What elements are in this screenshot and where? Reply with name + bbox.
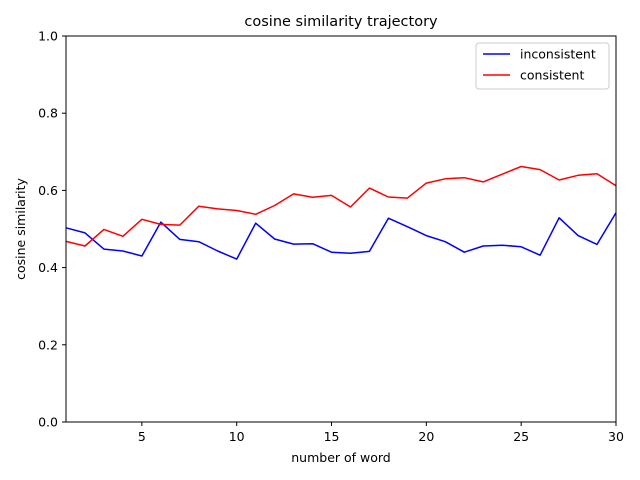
legend-label-inconsistent: inconsistent (520, 47, 596, 62)
legend: inconsistent consistent (475, 42, 610, 90)
x-tick-label: 30 (608, 429, 624, 444)
x-tick-label: 25 (513, 429, 529, 444)
x-tick-label: 15 (324, 429, 340, 444)
y-tick-label: 0.0 (38, 415, 58, 430)
series-line-consistent (65, 165, 617, 247)
y-tick-label: 0.2 (38, 337, 58, 352)
legend-label-consistent: consistent (520, 68, 584, 83)
y-axis-title: cosine similarity (13, 178, 28, 280)
x-axis-title: number of word (291, 450, 391, 465)
y-tick-label: 0.8 (38, 106, 58, 121)
x-tick-label: 20 (418, 429, 434, 444)
plot-frame (65, 35, 617, 423)
axis-ticks: 5 10 15 20 25 30 0.0 0.2 0.4 0.6 0.8 1.0 (38, 29, 624, 445)
series-lines (65, 165, 617, 260)
x-tick-label: 10 (229, 429, 245, 444)
y-tick-label: 0.6 (38, 183, 58, 198)
y-tick-label: 0.4 (38, 260, 58, 275)
x-tick-label: 5 (138, 429, 146, 444)
chart-title: cosine similarity trajectory (244, 14, 438, 30)
series-line-inconsistent (65, 212, 617, 260)
y-tick-label: 1.0 (38, 29, 58, 44)
